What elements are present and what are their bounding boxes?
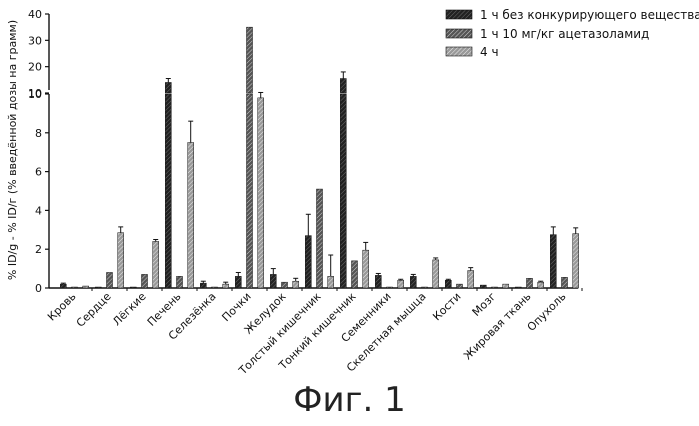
- y-tick-label-upper: 10: [28, 87, 42, 100]
- bar-kidneys-4h: [258, 98, 264, 288]
- x-tick-label-tumor: Опухоль: [525, 290, 569, 334]
- y-tick-label-upper: 40: [28, 8, 42, 21]
- bar-heart-1h-acetazolamide: [107, 272, 113, 288]
- bar-bone-1h-acetazolamide: [457, 284, 463, 288]
- x-tick-label-blood: Кровь: [45, 290, 79, 324]
- bar-spleen-4h: [223, 284, 229, 288]
- y-tick-label-lower: 8: [35, 127, 42, 140]
- bar-blood-1h-acetazolamide: [72, 287, 78, 288]
- bar-tumor-1h-acetazolamide: [562, 277, 568, 288]
- figure-caption: Фиг. 1: [0, 380, 699, 420]
- bar-adipose-1h-acetazolamide: [527, 278, 533, 288]
- y-tick-label-lower: 4: [35, 204, 42, 217]
- bar-blood-1h-no-competitor: [60, 284, 66, 288]
- bar-testes-4h: [398, 280, 404, 288]
- bar-adipose-1h-no-competitor: [515, 287, 521, 288]
- bar-brain-4h: [503, 284, 509, 288]
- bar-heart-4h: [118, 233, 124, 288]
- bar-skeletal-muscle-4h: [433, 260, 439, 288]
- legend-label-1h-no-competitor: 1 ч без конкурирующего вещества: [480, 8, 699, 22]
- bars: [60, 27, 578, 288]
- bar-small-intestine-1h-acetazolamide: [352, 261, 358, 288]
- legend-swatch-1h-no-competitor: [446, 10, 472, 19]
- bar-spleen-1h-acetazolamide: [212, 287, 218, 288]
- x-tick-label-lungs: Лёгкие: [110, 290, 149, 329]
- y-ticks: 024681010203040: [28, 8, 49, 295]
- y-tick-label-upper: 20: [28, 61, 42, 74]
- bar-small-intestine-4h: [363, 250, 369, 288]
- bar-lungs-4h: [153, 241, 159, 288]
- x-tick-label-kidneys: Почки: [219, 290, 253, 324]
- bar-skeletal-muscle-1h-no-competitor: [410, 276, 416, 288]
- bar-liver-1h-acetazolamide: [177, 276, 183, 288]
- bar-stomach-4h: [293, 281, 299, 288]
- bar-stomach-1h-no-competitor: [270, 274, 276, 288]
- bar-brain-1h-acetazolamide: [492, 287, 498, 288]
- bar-skeletal-muscle-1h-acetazolamide: [422, 287, 428, 288]
- y-tick-label-lower: 0: [35, 282, 42, 295]
- bar-upper-small-intestine-1h-no-competitor: [340, 79, 346, 93]
- legend-swatch-1h-acetazolamide: [446, 29, 472, 38]
- x-tick-label-bone: Кости: [430, 290, 463, 323]
- bar-tumor-1h-no-competitor: [550, 235, 556, 288]
- bar-kidneys-1h-no-competitor: [235, 276, 241, 288]
- legend: 1 ч без конкурирующего вещества 1 ч 10 м…: [446, 8, 699, 59]
- bar-bone-4h: [468, 271, 474, 288]
- y-tick-label-lower: 2: [35, 243, 42, 256]
- x-tick-labels: КровьСердцеЛёгкиеПеченьСелезёнкаПочкиЖел…: [45, 288, 582, 378]
- bar-stomach-1h-acetazolamide: [282, 282, 288, 288]
- legend-swatch-4h: [446, 47, 472, 56]
- x-tick-label-heart: Сердце: [74, 290, 114, 330]
- bar-lungs-1h-no-competitor: [130, 287, 136, 288]
- legend-label-1h-acetazolamide: 1 ч 10 мг/кг ацетазоламид: [480, 27, 649, 41]
- bar-liver-1h-no-competitor: [165, 94, 171, 288]
- bar-upper-liver-1h-no-competitor: [165, 82, 171, 93]
- bar-small-intestine-1h-no-competitor: [340, 94, 346, 288]
- bar-large-intestine-1h-acetazolamide: [317, 189, 323, 288]
- axes: [49, 14, 578, 288]
- bar-brain-1h-no-competitor: [480, 285, 486, 288]
- bar-chart: % ID/g - % ID/г (% введённой дозы на гра…: [0, 0, 699, 380]
- bar-heart-1h-no-competitor: [95, 287, 101, 288]
- bar-spleen-1h-no-competitor: [200, 283, 206, 288]
- bar-bone-1h-no-competitor: [445, 280, 451, 288]
- bar-tumor-4h: [573, 234, 579, 288]
- bar-large-intestine-1h-no-competitor: [305, 236, 311, 288]
- y-axis-label: % ID/g - % ID/г (% введённой дозы на гра…: [6, 20, 19, 280]
- bar-testes-1h-acetazolamide: [387, 287, 393, 288]
- bar-kidneys-1h-acetazolamide: [247, 94, 253, 288]
- bar-testes-1h-no-competitor: [375, 275, 381, 288]
- bar-adipose-4h: [538, 282, 544, 288]
- bar-upper-kidneys-1h-acetazolamide: [247, 27, 253, 93]
- x-tick-label-brain: Мозг: [470, 290, 499, 319]
- bar-liver-4h: [188, 143, 194, 289]
- y-tick-label-upper: 30: [28, 34, 42, 47]
- legend-label-4h: 4 ч: [480, 45, 499, 59]
- bar-blood-4h: [83, 286, 89, 288]
- y-tick-label-lower: 6: [35, 166, 42, 179]
- bar-large-intestine-4h: [328, 276, 334, 288]
- x-tick-label-adipose: Жировая ткань: [461, 290, 533, 362]
- bar-lungs-1h-acetazolamide: [142, 274, 148, 288]
